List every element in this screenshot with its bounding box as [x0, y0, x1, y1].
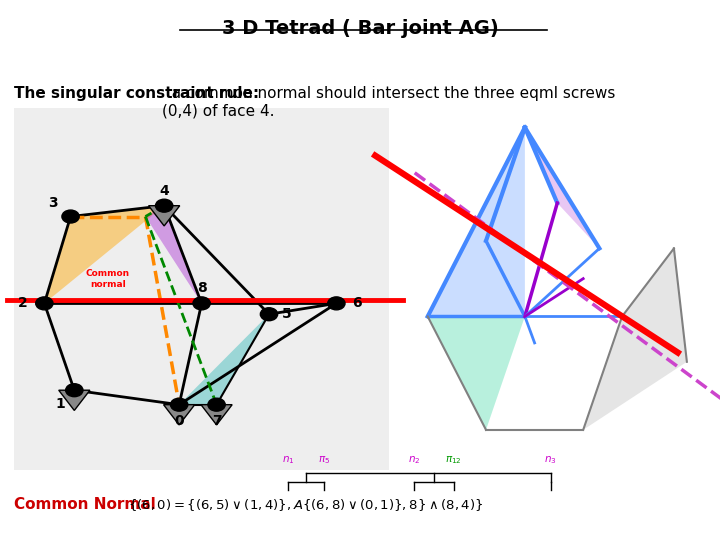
- Polygon shape: [428, 316, 525, 430]
- Text: 3: 3: [48, 196, 58, 210]
- Circle shape: [36, 297, 53, 310]
- Text: $n_3$: $n_3$: [544, 454, 557, 466]
- Circle shape: [156, 199, 173, 212]
- Text: 3 D Tetrad ( Bar joint AG): 3 D Tetrad ( Bar joint AG): [222, 19, 498, 38]
- Circle shape: [171, 398, 188, 411]
- Circle shape: [261, 308, 278, 321]
- Text: The singular constraint rule:: The singular constraint rule:: [14, 86, 259, 102]
- Polygon shape: [583, 248, 687, 430]
- Text: $\pi_{12}$: $\pi_{12}$: [445, 454, 462, 466]
- Text: $\{(6,0) = \{(6,5)\vee(1,4)\}, A\{(6,8)\vee(0,1)\}, 8\}\wedge(8,4)\}$: $\{(6,0) = \{(6,5)\vee(1,4)\}, A\{(6,8)\…: [128, 497, 484, 513]
- Circle shape: [62, 210, 79, 223]
- Text: 2: 2: [18, 296, 27, 310]
- Text: Common Normal: Common Normal: [14, 497, 156, 512]
- Polygon shape: [45, 206, 164, 303]
- Text: $n_1$: $n_1$: [282, 454, 294, 466]
- FancyBboxPatch shape: [14, 108, 389, 470]
- Polygon shape: [145, 206, 202, 303]
- Polygon shape: [525, 127, 599, 248]
- Text: 6: 6: [352, 296, 361, 310]
- Circle shape: [208, 398, 225, 411]
- Text: 8: 8: [197, 281, 207, 295]
- Circle shape: [328, 297, 345, 310]
- Text: $n_2$: $n_2$: [408, 454, 420, 466]
- Circle shape: [193, 297, 210, 310]
- Text: 4: 4: [159, 184, 169, 198]
- Text: Common
normal: Common normal: [86, 269, 130, 289]
- Text: 5: 5: [282, 307, 292, 321]
- Polygon shape: [179, 314, 269, 404]
- Text: $\pi_5$: $\pi_5$: [318, 454, 330, 466]
- Text: 0: 0: [174, 414, 184, 428]
- Text: 7: 7: [212, 414, 221, 428]
- Text: 1: 1: [55, 397, 65, 411]
- Circle shape: [66, 384, 83, 397]
- Polygon shape: [428, 127, 525, 316]
- Text: a common normal should intersect the three eqml screws
(0,4) of face 4.: a common normal should intersect the thr…: [162, 86, 616, 119]
